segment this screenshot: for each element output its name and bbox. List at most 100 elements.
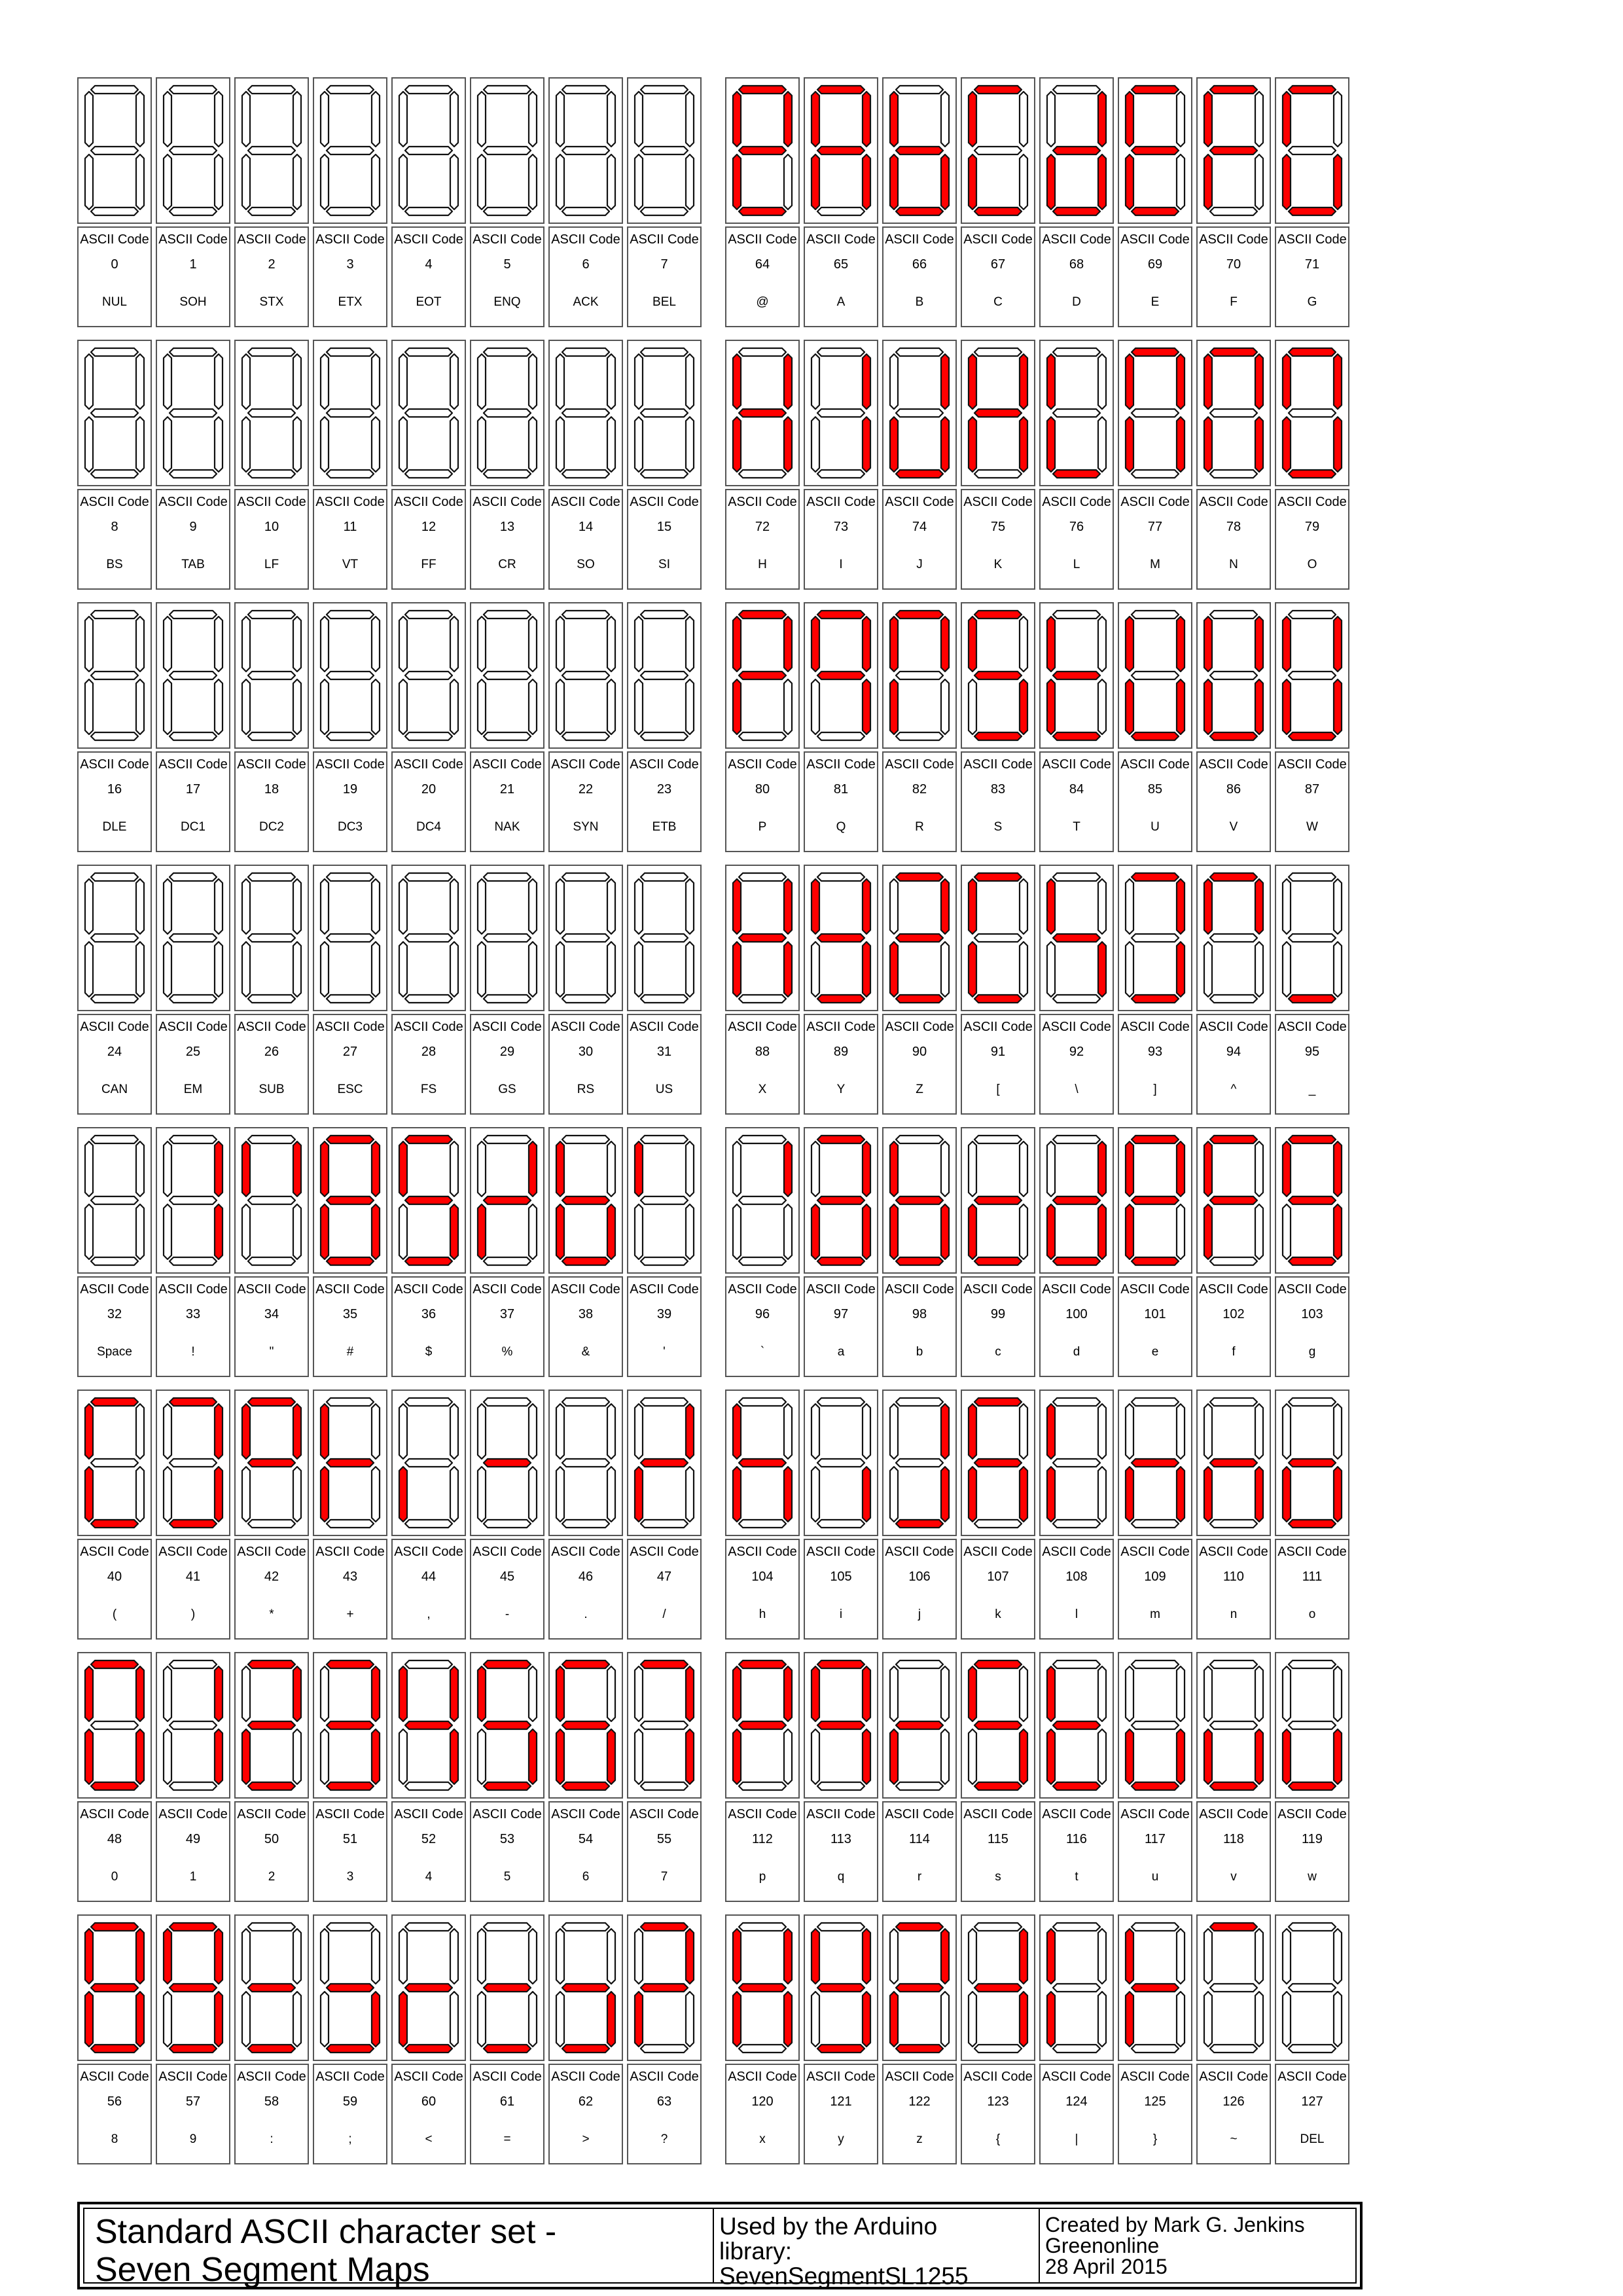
ascii-code-value: 21 — [499, 782, 515, 797]
seg-a-top — [90, 872, 139, 882]
character-cell: ASCII Code 67 C — [961, 77, 1035, 327]
segment-glyph — [84, 609, 145, 742]
seg-f-upper-left — [1046, 1140, 1056, 1198]
seg-d-bottom — [247, 731, 296, 742]
seg-a-top — [973, 609, 1023, 620]
seg-d-bottom — [1052, 731, 1101, 742]
seg-g-middle — [639, 1195, 689, 1206]
seg-d-bottom — [1209, 1256, 1258, 1266]
ascii-code-value: 96 — [755, 1307, 770, 1321]
seg-c-lower-right — [1175, 1465, 1186, 1523]
seg-d-bottom — [816, 469, 866, 479]
seg-d-bottom — [1209, 1518, 1258, 1529]
seg-c-lower-right — [685, 1203, 695, 1261]
seg-d-bottom — [1209, 731, 1258, 742]
seg-a-top — [639, 84, 689, 95]
seg-g-middle — [325, 408, 375, 418]
character-name: ETB — [652, 820, 677, 834]
seg-b-upper-right — [1332, 1140, 1343, 1198]
seg-e-lower-left — [1046, 1990, 1056, 2048]
seg-g-middle — [816, 408, 866, 418]
ascii-code-value: 37 — [499, 1307, 515, 1321]
ascii-code-box: ASCII Code 99 — [961, 1276, 1035, 1330]
ascii-code-box: ASCII Code 51 — [313, 1801, 387, 1855]
character-cell: ASCII Code 21 NAK — [470, 602, 544, 852]
seg-e-lower-left — [319, 153, 330, 211]
segment-glyph — [162, 609, 224, 742]
character-name: SOH — [179, 295, 207, 309]
seg-d-bottom — [895, 2043, 944, 2054]
ascii-code-label: ASCII Code — [806, 1545, 876, 1559]
ascii-code-value: 30 — [578, 1045, 594, 1059]
seg-e-lower-left — [162, 153, 173, 211]
character-name: } — [1152, 2132, 1158, 2146]
seven-segment-display — [234, 1652, 309, 1799]
ascii-code-box: ASCII Code 106 — [882, 1539, 957, 1592]
seg-b-upper-right — [1332, 353, 1343, 410]
seven-segment-display — [313, 602, 387, 749]
seg-b-upper-right — [1097, 1403, 1107, 1460]
segment-glyph — [84, 1134, 145, 1266]
seg-b-upper-right — [1332, 90, 1343, 148]
character-name: B — [915, 295, 924, 309]
seg-c-lower-right — [1097, 1465, 1107, 1523]
seg-d-bottom — [1287, 2043, 1337, 2054]
segment-glyph — [1124, 872, 1186, 1004]
seven-segment-display — [234, 1127, 309, 1274]
seven-segment-display — [156, 1127, 230, 1274]
seg-d-bottom — [738, 731, 787, 742]
ascii-code-value: 54 — [578, 1832, 594, 1846]
seg-c-lower-right — [1018, 1465, 1029, 1523]
segment-glyph — [1046, 1659, 1107, 1791]
seg-b-upper-right — [1254, 1928, 1264, 1985]
ascii-code-label: ASCII Code — [806, 1282, 876, 1297]
character-name: I — [839, 558, 843, 571]
seg-d-bottom — [482, 994, 532, 1004]
ascii-code-label: ASCII Code — [728, 2070, 797, 2084]
seg-a-top — [1287, 1922, 1337, 1932]
character-name-box: SUB — [234, 1065, 309, 1115]
character-cell: ASCII Code 45- — [470, 1390, 544, 1640]
character-name-box: DEL — [1275, 2115, 1349, 2164]
seg-g-middle — [247, 1195, 296, 1206]
seg-c-lower-right — [1018, 1990, 1029, 2048]
character-name: F — [1230, 295, 1238, 309]
seg-d-bottom — [325, 731, 375, 742]
seg-a-top — [247, 609, 296, 620]
seg-b-upper-right — [135, 1665, 145, 1723]
segment-glyph — [476, 1134, 538, 1266]
seg-g-middle — [482, 1982, 532, 1993]
seven-segment-display — [470, 865, 544, 1011]
character-name: DC4 — [416, 820, 441, 834]
seg-f-upper-left — [810, 90, 821, 148]
seven-segment-display — [1118, 602, 1192, 749]
seg-c-lower-right — [135, 678, 145, 736]
seg-b-upper-right — [606, 615, 616, 673]
seg-a-top — [895, 1134, 944, 1145]
seg-d-bottom — [738, 1781, 787, 1791]
ascii-code-box: ASCII Code 83 — [961, 751, 1035, 805]
seven-segment-display — [156, 77, 230, 224]
character-name-box: BEL — [627, 278, 702, 327]
seg-d-bottom — [404, 2043, 454, 2054]
ascii-code-box: ASCII Code 117 — [1118, 1801, 1192, 1855]
ascii-code-box: ASCII Code 96 — [725, 1276, 800, 1330]
seg-f-upper-left — [810, 1403, 821, 1460]
ascii-code-label: ASCII Code — [315, 1020, 385, 1034]
ascii-code-box: ASCII Code 49 — [156, 1801, 230, 1855]
seg-c-lower-right — [606, 941, 616, 998]
seg-e-lower-left — [967, 153, 978, 211]
character-name: D — [1072, 295, 1081, 309]
character-cell: ASCII Code 68 D — [1039, 77, 1114, 327]
seg-a-top — [168, 1659, 218, 1670]
seg-g-middle — [90, 145, 139, 156]
seven-segment-display — [548, 77, 623, 224]
ascii-code-value: 32 — [107, 1307, 122, 1321]
seg-b-upper-right — [861, 353, 872, 410]
character-name-box: " — [234, 1327, 309, 1377]
seg-e-lower-left — [241, 153, 251, 211]
character-name: ~ — [1230, 2132, 1238, 2146]
ascii-code-box: ASCII Code 28 — [391, 1014, 466, 1067]
seven-segment-display — [77, 1390, 152, 1536]
seg-a-top — [738, 347, 787, 357]
